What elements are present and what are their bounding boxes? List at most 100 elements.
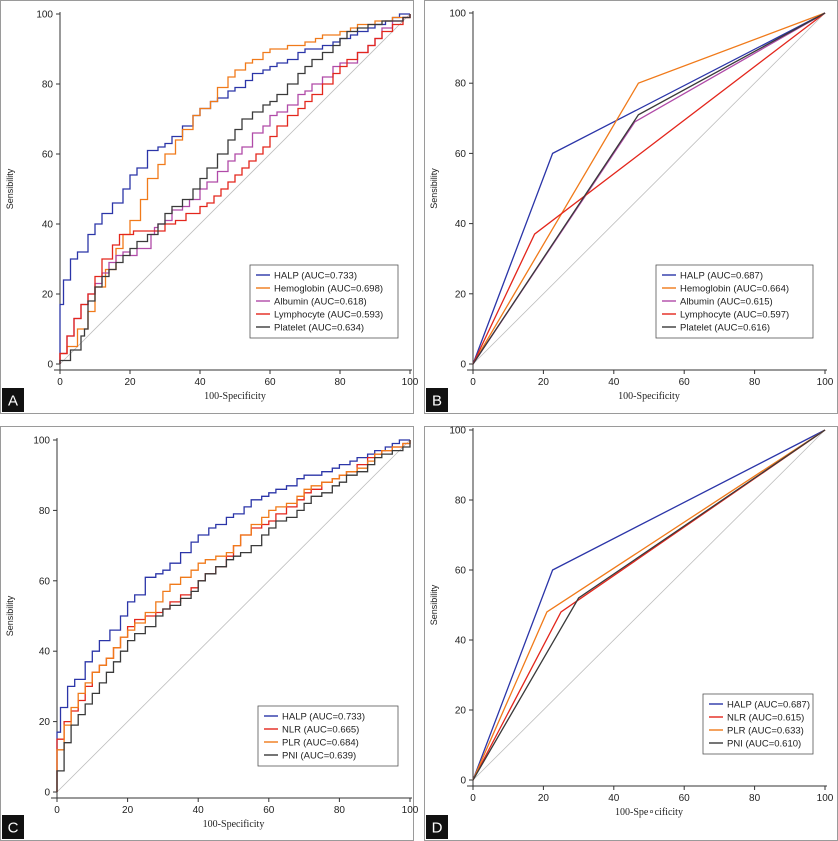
y-tick-label: 20 (455, 706, 467, 717)
legend-entry-plr: PLR (AUC=0.633) (727, 725, 804, 736)
roc-panel-d: 0 20 40 60 80 100 0 20 40 60 80 100 100-Spe∘cificity… (424, 426, 838, 841)
x-tick-label: 60 (263, 805, 275, 816)
legend-box (249, 264, 399, 339)
legend-entry-plr: PLR (AUC=0.684) (282, 737, 359, 748)
x-tick-label: 20 (124, 377, 136, 388)
panel-letter-badge (426, 815, 448, 839)
series-line-pni (472, 429, 826, 781)
panel-letter-badge (2, 815, 24, 839)
x-tick-label: 100 (402, 377, 419, 388)
reference-diagonal (472, 12, 826, 365)
x-tick-label: 60 (679, 793, 691, 804)
x-axis-label: 100-Specificity (204, 391, 266, 402)
legend-entry-hemoglobin: Hemoglobin (AUC=0.698) (274, 283, 383, 294)
y-tick-label: 80 (455, 79, 467, 90)
y-tick-label: 0 (460, 360, 466, 371)
legend-box (655, 264, 814, 339)
legend-entry-halp: HALP (AUC=0.687) (727, 699, 810, 710)
panel-letter-badge (2, 388, 24, 412)
x-tick-label: 40 (608, 377, 620, 388)
panel-border (0, 0, 414, 414)
x-tick-label: 40 (194, 377, 206, 388)
y-tick-label: 0 (44, 788, 50, 799)
x-tick-label: 60 (264, 377, 276, 388)
reference-diagonal (56, 439, 411, 793)
y-tick-label: 80 (39, 506, 51, 517)
legend-entry-hemoglobin: Hemoglobin (AUC=0.664) (680, 283, 789, 294)
series-line-lymphocyte (59, 14, 411, 364)
legend-entry-albumin: Albumin (AUC=0.618) (274, 296, 367, 307)
y-tick-label: 40 (455, 219, 467, 230)
panel-border (424, 426, 838, 841)
y-tick-label: 0 (460, 776, 466, 787)
y-axis-label: Sensibility (429, 584, 439, 625)
y-tick-label: 100 (449, 426, 466, 437)
legend-entry-pni: PNI (AUC=0.610) (727, 738, 801, 749)
series-line-halp (472, 12, 826, 365)
legend-entry-nlr: NLR (AUC=0.665) (282, 724, 359, 735)
roc-panel-b: 0 20 40 60 80 100 0 20 40 60 80 100 100-Specificity S… (424, 0, 838, 414)
y-tick-label: 40 (42, 220, 54, 231)
series-line-platelet (472, 12, 826, 365)
legend-entry-platelet: Platelet (AUC=0.634) (274, 322, 364, 333)
legend-entry-pni: PNI (AUC=0.639) (282, 750, 356, 761)
series-line-halp (472, 429, 826, 781)
x-axis-label: 100-Spe∘cificity (615, 807, 683, 818)
x-tick-label: 100 (817, 377, 834, 388)
y-tick-label: 80 (42, 80, 54, 91)
legend-entry-halp: HALP (AUC=0.733) (282, 711, 365, 722)
series-line-platelet (59, 14, 411, 364)
panel-letter: D (432, 820, 443, 837)
y-tick-label: 100 (449, 9, 466, 20)
x-tick-label: 20 (122, 805, 134, 816)
x-tick-label: 100 (402, 805, 419, 816)
legend-entry-lymphocyte: Lymphocyte (AUC=0.593) (274, 309, 383, 320)
y-tick-label: 20 (39, 717, 51, 728)
y-tick-label: 20 (455, 289, 467, 300)
series-line-plr (56, 440, 411, 792)
x-tick-label: 0 (470, 377, 476, 388)
x-tick-label: 20 (538, 793, 550, 804)
x-tick-label: 80 (749, 377, 761, 388)
y-tick-label: 60 (455, 149, 467, 160)
x-tick-label: 20 (538, 377, 550, 388)
x-tick-label: 60 (679, 377, 691, 388)
panel-letter: A (8, 393, 18, 410)
x-tick-label: 0 (57, 377, 63, 388)
series-line-hemoglobin (472, 12, 826, 365)
y-axis-label: Sensibility (429, 168, 439, 209)
y-axis-label: Sensibility (5, 168, 15, 209)
x-tick-label: 40 (193, 805, 205, 816)
y-tick-label: 60 (455, 566, 467, 577)
y-tick-label: 100 (36, 10, 53, 21)
legend-entry-albumin: Albumin (AUC=0.615) (680, 296, 773, 307)
y-tick-label: 0 (47, 360, 53, 371)
series-line-pni (56, 440, 411, 792)
y-tick-label: 20 (42, 290, 54, 301)
series-line-halp (59, 13, 410, 364)
y-tick-label: 60 (39, 576, 51, 587)
x-axis-label: 100-Specificity (618, 391, 680, 402)
x-tick-label: 0 (470, 793, 476, 804)
x-tick-label: 80 (334, 377, 346, 388)
roc-panel-c: 0 20 40 60 80 100 0 20 40 60 80 100 100-Specificity S… (0, 426, 419, 841)
x-tick-label: 100 (817, 793, 834, 804)
y-axis-label: Sensibility (5, 595, 15, 636)
series-line-plr (472, 429, 826, 781)
reference-diagonal (472, 429, 826, 781)
y-tick-label: 40 (39, 647, 51, 658)
panel-border (0, 426, 414, 841)
legend-entry-nlr: NLR (AUC=0.615) (727, 712, 804, 723)
x-tick-label: 80 (334, 805, 346, 816)
series-line-albumin (59, 14, 411, 364)
x-axis-label: 100-Specificity (203, 819, 265, 830)
panel-letter: C (8, 820, 19, 837)
reference-diagonal (59, 13, 411, 365)
x-tick-label: 0 (54, 805, 60, 816)
y-tick-label: 80 (455, 496, 467, 507)
y-tick-label: 60 (42, 150, 54, 161)
legend-entry-halp: HALP (AUC=0.733) (274, 270, 357, 281)
x-tick-label: 80 (749, 793, 761, 804)
panel-letter: B (432, 393, 442, 410)
